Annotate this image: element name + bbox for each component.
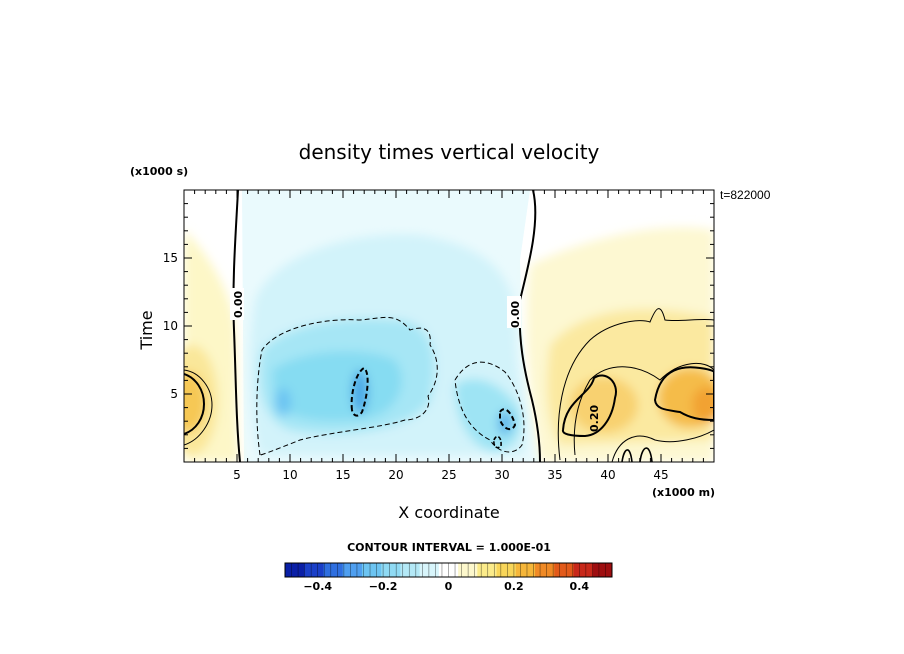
pos-contour-right-inner: [573, 362, 714, 456]
heatmap-field: 0.00 0.00 0.20: [184, 190, 714, 462]
x-tick-label: 35: [547, 468, 562, 482]
pos-contour-right-low: [611, 429, 714, 462]
y-tick-label: 10: [163, 319, 178, 333]
pos-contour-right-outer: [557, 308, 714, 461]
negative-core-spot-1: [352, 370, 368, 414]
colorbar-tick-label: 0.2: [504, 580, 524, 593]
colorbar-swatch: [381, 563, 401, 577]
y-axis-label: Time: [137, 310, 156, 350]
contour-0p2-right-1: [561, 374, 617, 438]
colorbar-tick-label: −0.2: [369, 580, 398, 593]
time-stamp: t=822000: [720, 188, 771, 202]
pos-contour-left: [184, 369, 213, 446]
y-tick-label: 5: [170, 387, 178, 401]
neg-contour-outer: [256, 317, 438, 456]
colorbar-swatch: [592, 563, 613, 577]
colorbar-swatch: [400, 563, 421, 577]
colorbar-swatch: [477, 563, 498, 577]
contour-label-0p2: 0.20: [588, 405, 601, 432]
colorbar-swatch: [304, 563, 324, 577]
zero-contour-middle: [518, 190, 541, 462]
x-tick-label: 10: [282, 468, 297, 482]
contour-0p2-right-2: [653, 366, 714, 422]
colorbar-swatch: [573, 563, 594, 577]
x-tick-label: 45: [653, 468, 668, 482]
positive-right-hot: [692, 387, 714, 423]
y-tick-label: 15: [163, 251, 178, 265]
negative-region-core: [272, 351, 402, 422]
colorbar-tick-label: 0.4: [570, 580, 590, 593]
axes: 5 10 15 20 25 30 35 40 45 5 10 15: [163, 189, 715, 482]
contour-0p2-left: [184, 373, 206, 435]
contour-label-middle: 0.00: [509, 301, 522, 328]
colorbar-swatch: [535, 563, 555, 577]
colorbar-swatch: [323, 563, 344, 577]
contour-thin-bottom-2: [639, 447, 653, 462]
x-tick-label: 25: [441, 468, 456, 482]
zero-contour-left: [232, 190, 241, 462]
y-unit-label: (x1000 s): [130, 165, 188, 178]
x-unit-label: (x1000 m): [652, 486, 715, 499]
positive-left-core: [184, 372, 206, 432]
colorbar: −0.4 −0.2 0 0.2 0.4: [284, 562, 613, 593]
x-tick-label: 5: [233, 468, 241, 482]
x-tick-label: 40: [600, 468, 615, 482]
colorbar-swatch: [361, 563, 382, 577]
colorbar-tick-label: −0.4: [303, 580, 332, 593]
colorbar-tick-label: 0: [445, 580, 453, 593]
colorbar-swatch: [515, 563, 536, 577]
neg-contour-core-3: [493, 435, 502, 449]
contour-interval-text: CONTOUR INTERVAL = 1.000E-01: [347, 541, 551, 554]
colorbar-frame: [284, 562, 613, 578]
x-tick-label: 15: [335, 468, 350, 482]
colorbar-swatch: [342, 563, 363, 577]
neg-contour-core-2: [499, 408, 517, 431]
colorbar-swatch: [554, 563, 575, 577]
neg-contour-core-1: [350, 366, 369, 417]
contour-thin-bottom-1: [621, 449, 633, 462]
colorbar-swatch: [419, 563, 440, 577]
colorbar-swatch: [285, 563, 305, 577]
chart-title: density times vertical velocity: [299, 140, 600, 164]
x-tick-label: 30: [494, 468, 509, 482]
colorbar-swatch: [496, 563, 517, 577]
neg-contour-secondary: [454, 361, 525, 453]
contour-label-left: 0.00: [232, 291, 245, 318]
x-axis-label: X coordinate: [398, 503, 499, 522]
x-tick-label: 20: [388, 468, 403, 482]
negative-core-spot-3: [275, 388, 291, 416]
